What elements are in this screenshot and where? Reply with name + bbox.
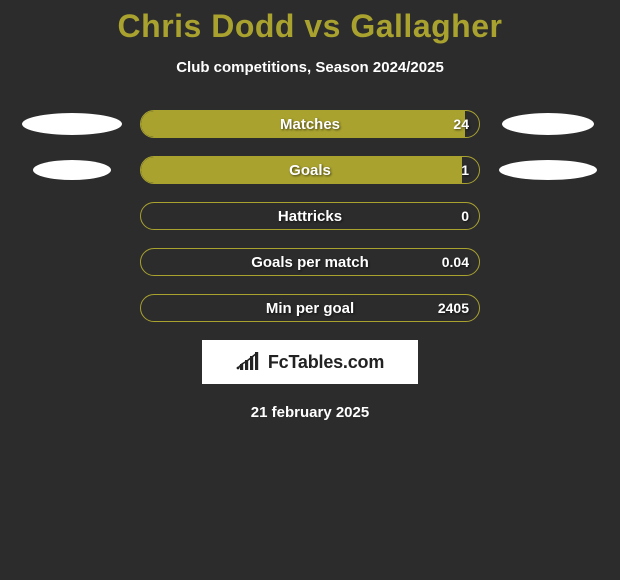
stat-row: Goals per match0.04 xyxy=(0,248,620,276)
stat-row: Matches24 xyxy=(0,110,620,138)
logo-text: FcTables.com xyxy=(268,352,384,373)
ellipse-icon xyxy=(22,113,122,135)
stat-bar-fill xyxy=(141,157,462,183)
stat-bar: Hattricks0 xyxy=(140,202,480,230)
stat-label: Goals per match xyxy=(141,249,479,275)
stat-label: Min per goal xyxy=(141,295,479,321)
left-marker xyxy=(22,160,122,180)
ellipse-icon xyxy=(502,113,594,135)
page-title: Chris Dodd vs Gallagher xyxy=(0,8,620,45)
bar-chart-icon xyxy=(236,351,264,373)
comparison-card: Chris Dodd vs Gallagher Club competition… xyxy=(0,0,620,421)
stat-bar: Matches24 xyxy=(140,110,480,138)
date-label: 21 february 2025 xyxy=(0,404,620,421)
ellipse-icon xyxy=(33,160,111,180)
logo-box: FcTables.com xyxy=(202,340,418,384)
right-marker xyxy=(498,160,598,180)
stat-bar: Goals per match0.04 xyxy=(140,248,480,276)
ellipse-icon xyxy=(499,160,597,180)
stat-row: Min per goal2405 xyxy=(0,294,620,322)
left-marker xyxy=(22,113,122,135)
right-marker xyxy=(498,113,598,135)
subtitle: Club competitions, Season 2024/2025 xyxy=(0,59,620,76)
stat-bar-fill xyxy=(141,111,465,137)
stat-value: 0 xyxy=(461,203,469,229)
stat-bar: Goals1 xyxy=(140,156,480,184)
stat-value: 0.04 xyxy=(442,249,469,275)
stat-bar: Min per goal2405 xyxy=(140,294,480,322)
stat-value: 2405 xyxy=(438,295,469,321)
stat-label: Hattricks xyxy=(141,203,479,229)
stat-row: Hattricks0 xyxy=(0,202,620,230)
stat-row: Goals1 xyxy=(0,156,620,184)
stats-list: Matches24 Goals1 Hattricks0 Goals per match… xyxy=(0,110,620,322)
stat-value: 1 xyxy=(461,157,469,183)
